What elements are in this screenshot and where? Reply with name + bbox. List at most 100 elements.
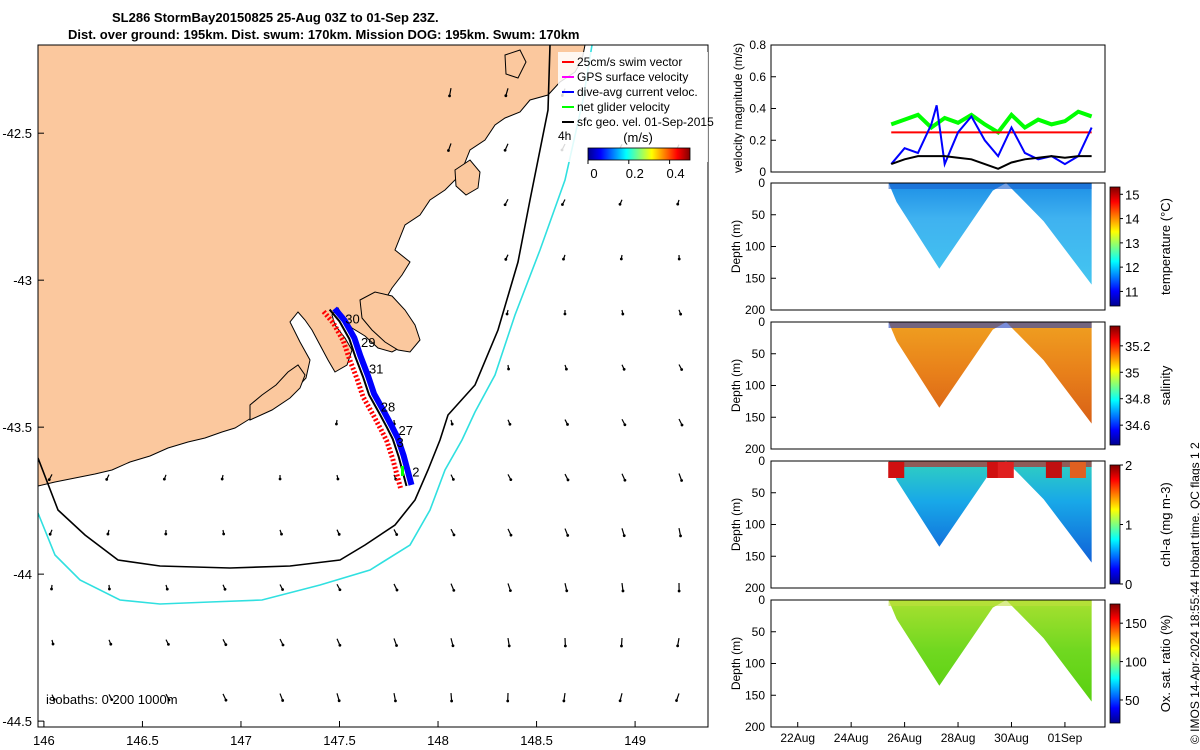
velocity-vector-head [222, 532, 226, 536]
velocity-vector-head [507, 367, 510, 371]
colorbar-unit-label: (m/s) [623, 130, 653, 145]
section-colorbar [1109, 603, 1121, 724]
velocity-vector-head [338, 643, 342, 647]
velocity-vector-head [561, 203, 564, 206]
map-y-tick-label: -44 [13, 567, 32, 582]
velocity-vector-head [337, 699, 341, 703]
chl-bloom-patch [888, 462, 905, 478]
velocity-vector-head [281, 588, 284, 591]
map-y-tick-label: -43 [13, 273, 32, 288]
depth-tick-label: 100 [745, 518, 765, 532]
depth-tick-label: 150 [745, 271, 765, 285]
glider-track-line [328, 308, 408, 487]
colorbar-label: chl-a (mg m-3) [1158, 482, 1173, 567]
map-x-tick-label: 146.5 [126, 733, 159, 748]
isobath-200m [38, 45, 551, 569]
depth-tick-label: 0 [758, 176, 765, 190]
colorbar-tick-label: 15 [1125, 187, 1139, 202]
copyright-credit: © IMOS 14-Apr-2024 18:55:44 Hobart time.… [1188, 442, 1200, 744]
map-x-tick-label: 148.5 [520, 733, 553, 748]
depth-tick-label: 0 [758, 315, 765, 329]
day-label: 2 [412, 464, 419, 479]
legend-label: GPS surface velocity [577, 70, 688, 84]
map-y-tick-label: -43.5 [2, 420, 32, 435]
velocity-vector-head [562, 257, 565, 261]
legend-label: dive-avg current veloc. [577, 85, 698, 99]
time-tick-label: 22Aug [780, 731, 815, 745]
velocity-vector-head [503, 203, 507, 207]
velocity-vector-head [621, 312, 625, 316]
colorbar-tick-label: 0.4 [667, 166, 685, 181]
velocity-vector-head [618, 699, 622, 703]
velocity-vector-head [452, 533, 456, 537]
velocity-vector-head [618, 202, 622, 206]
velocity-vector-head [108, 587, 111, 591]
velocity-vector-head [562, 699, 566, 703]
velocity-vector-head [679, 534, 682, 538]
velocity-vector-head [565, 589, 569, 593]
bruny-island [249, 364, 306, 421]
colorbar-tick-label: 0 [1125, 577, 1132, 592]
colorbar-tick-label: 14 [1125, 212, 1139, 227]
section-colorbar [1109, 464, 1121, 585]
velocity-vector-head [167, 698, 171, 702]
velocity-vector-head [451, 477, 455, 481]
velocity-vector-head [220, 477, 224, 481]
legend-interval-label: 4h [558, 129, 571, 143]
velocity-y-tick-label: 0.8 [749, 38, 766, 52]
velocity-vector-head [680, 423, 684, 427]
map-colorbar: (m/s) 0 0.2 0.4 [587, 130, 691, 181]
velocity-vector-head [620, 644, 623, 648]
velocity-vector-head [167, 643, 170, 646]
depth-axis-label: Depth (m) [729, 498, 743, 551]
colorbar-tick-label: 0.2 [626, 166, 644, 181]
colorbar-tick-label: 2 [1125, 458, 1132, 473]
velocity-vector-head [280, 532, 283, 536]
velocity-vector-head [504, 94, 508, 98]
map-x-tick-label: 148 [427, 733, 449, 748]
chl-bloom-patch [1045, 462, 1062, 478]
legend-label: 25cm/s swim vector [577, 55, 682, 69]
map-y-tick-label: -42.5 [2, 126, 32, 141]
time-tick-label: 28Aug [941, 731, 976, 745]
velocity-vector-head [106, 532, 110, 536]
depth-tick-label: 150 [745, 410, 765, 424]
velocity-vector-head [336, 477, 340, 481]
map-x-tick-label: 147 [230, 733, 252, 748]
velocity-vector-head [680, 368, 684, 371]
tasmania-landmass [38, 45, 586, 487]
depth-tick-label: 100 [745, 657, 765, 671]
map-y-tick-label: -44.5 [2, 714, 32, 729]
time-tick-label: 26Aug [887, 731, 922, 745]
time-tick-label: 01Sep [1048, 731, 1083, 745]
velocity-vector-head [621, 589, 625, 593]
velocity-vector-head [676, 202, 680, 206]
colorbar-tick-label: 150 [1125, 616, 1147, 631]
velocity-y-tick-label: 0 [759, 165, 766, 179]
colorbar-tick-label: 50 [1125, 693, 1139, 708]
velocity-vector-head [505, 312, 509, 316]
colorbar-label: salinity [1158, 365, 1173, 405]
section-colorbar [1109, 325, 1121, 446]
section-fill [888, 461, 1092, 563]
colorbar-tick-label: 100 [1125, 655, 1147, 670]
velocity-vector-head [452, 588, 456, 592]
section-panel: 0 50 100 150 200 Depth (m) 50 100 150 Ox. sat. ra… [729, 593, 1173, 734]
velocity-vector-head [622, 367, 626, 371]
velocity-vector-head [508, 589, 512, 593]
colorbar-tick-label: 11 [1125, 284, 1139, 299]
velocity-vector-head [338, 588, 342, 592]
velocity-series-line [890, 105, 1093, 168]
time-axis: 22Aug 24Aug 26Aug 28Aug 30Aug 01Sep [780, 722, 1083, 745]
velocity-axis-label: velocity magnitude (m/s) [731, 43, 745, 173]
velocity-series-line [890, 155, 1092, 170]
colorbar-label: Ox. sat. ratio (%) [1158, 615, 1173, 713]
surface-layer [888, 600, 1092, 606]
day-label: 31 [369, 361, 383, 376]
depth-axis-label: Depth (m) [729, 637, 743, 690]
velocity-vector-head [622, 534, 626, 538]
velocity-vector-head [675, 699, 678, 702]
velocity-vector-head [162, 477, 166, 481]
